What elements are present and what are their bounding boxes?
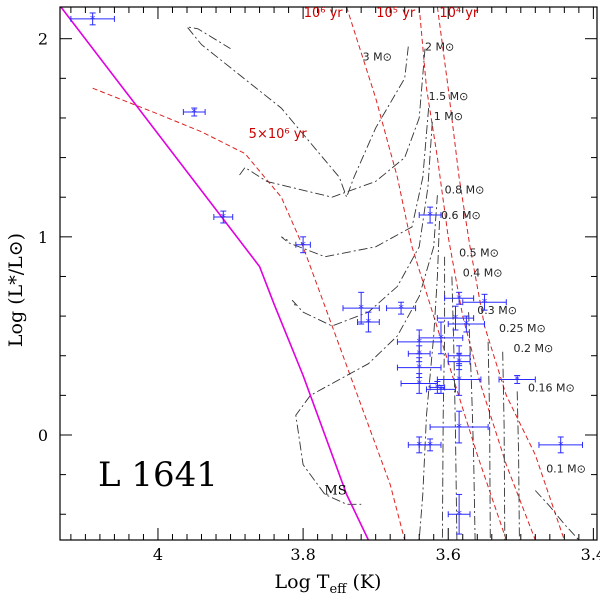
track-line	[534, 490, 580, 540]
track-label: 0.2 M⊙	[514, 342, 554, 355]
star-point: *	[538, 436, 583, 454]
star-marker: *	[482, 296, 488, 309]
star-marker: *	[438, 383, 444, 396]
x-axis-title: Log Teff (K)	[275, 571, 382, 597]
main-sequence-line	[60, 7, 370, 540]
y-tick-label: 2	[38, 30, 48, 49]
star-marker: *	[416, 336, 422, 349]
star-point: *	[462, 293, 507, 311]
star-point: *	[386, 301, 417, 315]
star-point: *	[498, 374, 536, 387]
star-point: *	[444, 291, 475, 305]
track-label: 1.5 M⊙	[429, 90, 469, 103]
star-marker: *	[435, 381, 441, 394]
x-axis-title-unit: (K)	[346, 571, 381, 593]
star-point: *	[418, 438, 442, 452]
star-marker: *	[416, 348, 422, 361]
track-line	[418, 220, 440, 540]
star-marker: *	[456, 508, 462, 521]
star-marker: *	[456, 356, 462, 369]
isochrone-label: 10⁴ yr	[439, 6, 479, 21]
star-marker: *	[514, 374, 520, 387]
star-marker: *	[416, 377, 422, 390]
star-point: *	[447, 315, 486, 333]
tick-group: 4 3.8 3.6 3.4 0 1 2	[38, 7, 600, 564]
track-line	[502, 351, 506, 540]
star-marker: *	[456, 292, 462, 305]
star-marker: *	[427, 439, 433, 452]
track-label: 1 M⊙	[434, 110, 463, 123]
x-axis-title-sub: eff	[329, 582, 348, 597]
star-marker: *	[416, 362, 422, 375]
track-label: 0.16 M⊙	[528, 381, 575, 394]
track-line	[185, 26, 409, 199]
plot-frame	[59, 6, 598, 541]
star-point: *	[418, 206, 442, 224]
star-point: *	[182, 106, 206, 119]
plot-area	[60, 7, 597, 540]
x-tick-label: 3.8	[290, 545, 315, 564]
x-tick-label: 3.4	[581, 545, 600, 564]
track-label: 0.4 M⊙	[463, 266, 503, 279]
track-line	[451, 276, 458, 540]
star-marker: *	[358, 302, 364, 315]
track-line	[516, 391, 520, 540]
star-marker: *	[398, 302, 404, 315]
track-label: 2 M⊙	[425, 41, 454, 54]
star-marker: *	[221, 211, 227, 224]
star-marker: *	[427, 209, 433, 222]
star-point: *	[342, 291, 380, 325]
label-group: 10⁶ yr 10⁵ yr 10⁴ yr 5×10⁶ yr 3 M⊙ 2 M⊙ 1.5 M⊙…	[249, 6, 586, 498]
x-tick-label: 3.6	[436, 545, 461, 564]
star-marker: *	[90, 13, 96, 26]
y-tick-label: 0	[38, 426, 48, 445]
star-point: *	[436, 305, 475, 331]
star-point: *	[429, 410, 489, 444]
star-point: *	[447, 493, 471, 535]
isochrone-label: 5×10⁶ yr	[249, 127, 308, 142]
star-point: *	[295, 236, 311, 254]
star-marker: *	[366, 316, 372, 329]
track-line	[468, 312, 476, 540]
star-point: *	[213, 210, 234, 224]
isochrone-line	[436, 7, 565, 540]
track-line	[237, 48, 426, 198]
star-marker: *	[558, 439, 564, 452]
region-annotation: L 1641	[98, 455, 218, 495]
x-tick-label: 4	[153, 545, 163, 564]
star-marker: *	[456, 374, 462, 387]
track-line	[281, 108, 430, 258]
star-marker: *	[192, 106, 198, 119]
isochrone-label: 10⁵ yr	[376, 6, 416, 21]
y-axis-title: Log (L*/L⊙)	[5, 233, 27, 347]
star-marker: *	[464, 318, 470, 331]
track-label: 0.25 M⊙	[499, 322, 546, 335]
track-group	[185, 26, 580, 540]
star-marker: *	[453, 312, 459, 325]
isochrone-line	[418, 7, 536, 540]
track-label: 0.8 M⊙	[445, 183, 485, 196]
star-marker: *	[300, 239, 306, 252]
x-axis-title-main: Log T	[275, 571, 330, 593]
star-point: *	[418, 321, 464, 355]
track-label: 0.3 M⊙	[477, 304, 517, 317]
track-label: 0.5 M⊙	[459, 247, 499, 260]
star-marker: *	[456, 421, 462, 434]
star-marker: *	[438, 332, 444, 345]
isochrone-label: 10⁶ yr	[304, 6, 344, 21]
star-group: ****************************	[70, 12, 583, 535]
star-point: *	[357, 311, 380, 333]
star-point: *	[425, 383, 456, 396]
track-label: 3 M⊙	[363, 50, 392, 63]
y-tick-label: 1	[38, 228, 48, 247]
main-sequence-group	[60, 7, 370, 540]
main-sequence-label: MS	[324, 483, 346, 498]
star-point: *	[70, 12, 115, 26]
track-line	[295, 195, 438, 505]
track-line	[487, 341, 491, 540]
track-label: 0.1 M⊙	[546, 463, 586, 476]
track-label: 0.6 M⊙	[441, 209, 481, 222]
